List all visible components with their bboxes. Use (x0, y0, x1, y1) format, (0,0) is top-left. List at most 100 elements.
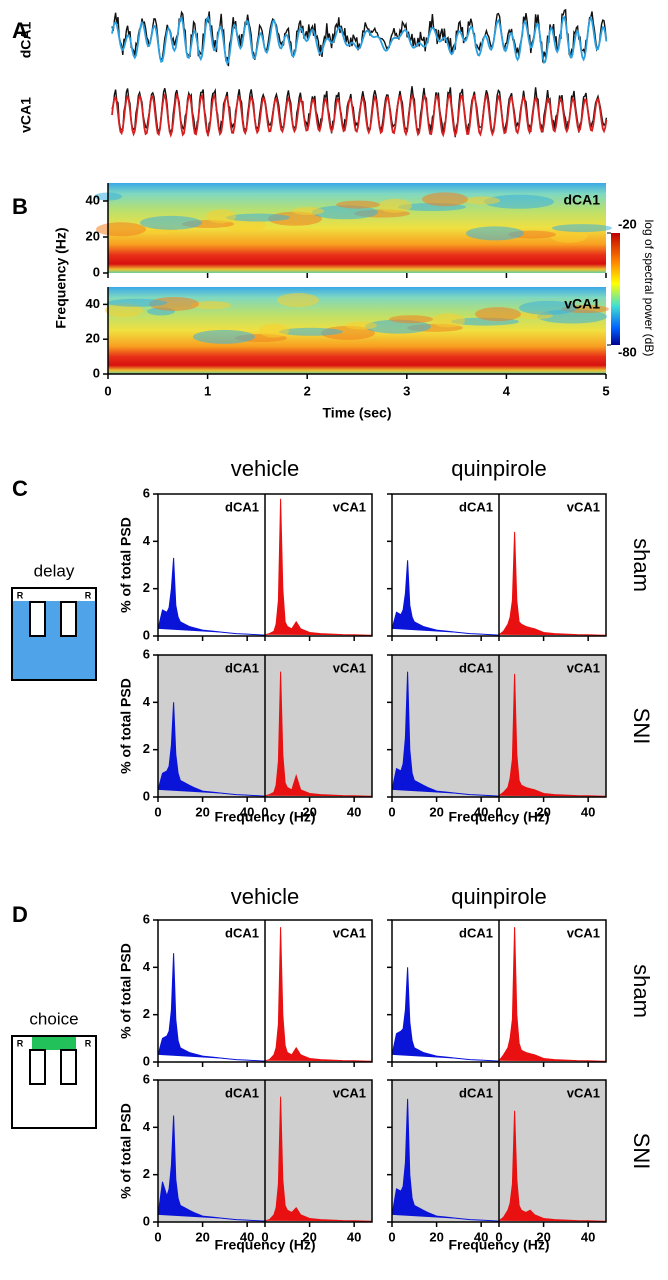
spectral-blob (519, 300, 577, 315)
maze-arm (29, 1049, 46, 1085)
spectral-blob (422, 192, 468, 207)
y-axis-label: % of total PSD (118, 1103, 134, 1199)
spectral-blob (140, 215, 202, 230)
y-tick-label: 2 (143, 1006, 150, 1021)
series-label: dCA1 (225, 925, 259, 940)
spectral-blob (431, 313, 465, 328)
spectral-blob (389, 315, 433, 324)
x-tick-label: 40 (347, 804, 361, 819)
y-tick-label: 20 (86, 228, 100, 243)
colorbar-label: log of spectral power (dB) (642, 220, 656, 357)
spectral-blob (191, 301, 231, 310)
y-tick-label: 4 (143, 1119, 151, 1134)
x-axis-label: Frequency (Hz) (214, 809, 315, 825)
spectral-blob (336, 200, 380, 209)
spectral-blob (206, 209, 236, 224)
y-axis-label: % of total PSD (118, 517, 134, 613)
maze-outline (11, 1035, 97, 1129)
spectrogram-label: dCA1 (563, 192, 600, 208)
x-tick-label: 2 (304, 383, 311, 398)
x-tick-label: 40 (240, 804, 254, 819)
colorbar-tick-label: -20 (618, 216, 637, 231)
y-tick-label: 6 (143, 911, 150, 926)
colorbar-tick-label: -80 (618, 344, 637, 359)
x-tick-label: 0 (154, 804, 161, 819)
y-tick-label: 6 (143, 485, 150, 500)
psd-area (498, 531, 607, 636)
series-label: dCA1 (225, 660, 259, 675)
psd-area (391, 1098, 500, 1222)
spectral-blob (226, 213, 290, 222)
y-tick-label: 0 (143, 1213, 150, 1228)
psd-area (498, 673, 607, 797)
series-label: dCA1 (459, 925, 493, 940)
spectral-blob (259, 323, 289, 338)
y-tick-label: 0 (143, 1053, 150, 1068)
spectral-blob (149, 296, 199, 311)
spectral-blob (484, 194, 554, 209)
spectral-blob (464, 196, 500, 205)
spectral-blob (107, 298, 167, 307)
panel-letter: C (12, 476, 28, 501)
x-axis-label: Frequency (Hz) (214, 1237, 315, 1253)
y-axis-label: % of total PSD (118, 678, 134, 774)
x-tick-label: 0 (495, 804, 502, 819)
x-tick-label: 20 (429, 1229, 443, 1244)
x-tick-label: 20 (302, 1229, 316, 1244)
maze-arm (29, 601, 46, 637)
row-label: SNI (629, 1133, 654, 1170)
series-label: vCA1 (567, 1085, 600, 1100)
spectral-blob (550, 228, 588, 243)
x-tick-label: 20 (536, 804, 550, 819)
filtered-trace (111, 92, 608, 138)
maze-arm (60, 1049, 77, 1085)
column-title: vehicle (231, 884, 299, 909)
trace-label: vCA1 (18, 97, 34, 133)
y-tick-label: 4 (143, 533, 151, 548)
psd-area (157, 702, 266, 797)
x-axis-label: Frequency (Hz) (448, 809, 549, 825)
x-tick-label: 0 (154, 1229, 161, 1244)
task-label: choice (29, 1009, 78, 1028)
psd-area (498, 927, 607, 1062)
psd-area (157, 953, 266, 1062)
series-label: dCA1 (459, 1085, 493, 1100)
spectral-blob (277, 293, 319, 308)
column-title: vehicle (231, 456, 299, 481)
column-title: quinpirole (451, 456, 546, 481)
reward-label: R (85, 590, 92, 600)
raw-trace (111, 8, 608, 67)
x-tick-label: 0 (495, 1229, 502, 1244)
spectral-blob (96, 222, 146, 237)
maze-choice-zone (32, 1037, 76, 1050)
y-tick-label: 6 (143, 646, 150, 661)
maze-top (13, 589, 95, 601)
psd-area (498, 1110, 607, 1222)
y-tick-label: 2 (143, 580, 150, 595)
series-label: dCA1 (225, 1085, 259, 1100)
x-tick-label: 0 (104, 383, 111, 398)
x-tick-label: 0 (388, 804, 395, 819)
x-tick-label: 20 (302, 804, 316, 819)
spectral-blob (312, 205, 378, 220)
y-tick-label: 0 (143, 788, 150, 803)
y-tick-label: 40 (86, 192, 100, 207)
psd-area (264, 671, 373, 797)
x-tick-label: 5 (602, 383, 609, 398)
spectrogram-label: vCA1 (564, 296, 600, 312)
maze-outline (11, 587, 97, 681)
reward-label: R (17, 590, 24, 600)
colorbar (611, 233, 620, 345)
x-tick-label: 0 (261, 804, 268, 819)
column-title: quinpirole (451, 884, 546, 909)
y-tick-label: 0 (93, 365, 100, 380)
psd-area (264, 498, 373, 636)
row-label: SNI (629, 708, 654, 745)
reward-label: R (85, 1038, 92, 1048)
series-label: vCA1 (567, 660, 600, 675)
spectral-blob (475, 307, 521, 322)
x-tick-label: 0 (388, 1229, 395, 1244)
psd-area (264, 1096, 373, 1222)
x-tick-label: 20 (195, 804, 209, 819)
